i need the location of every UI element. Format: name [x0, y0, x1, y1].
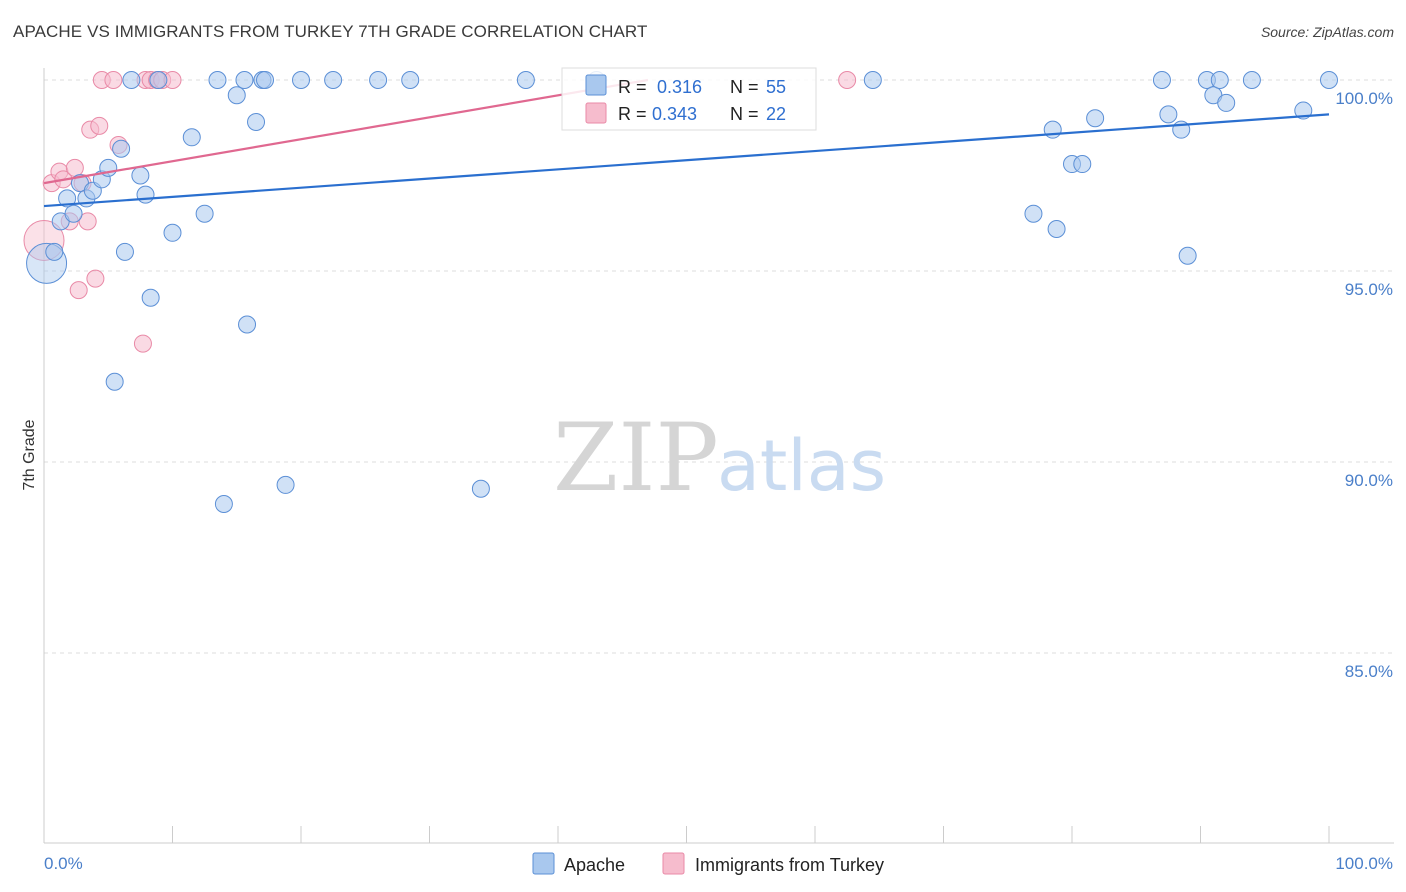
apache-point: [1047, 219, 1066, 238]
grid-lines: [44, 79, 1394, 654]
apache-point: [401, 71, 420, 89]
apache-point: [235, 71, 254, 89]
turkey-point: [69, 281, 88, 300]
apache-point: [195, 204, 214, 223]
apache-point: [256, 71, 275, 89]
apache-point: [863, 71, 882, 89]
apache-point: [1073, 155, 1092, 174]
apache-point: [1217, 93, 1236, 112]
apache-point: [58, 189, 77, 208]
turkey-point: [78, 212, 97, 231]
legend-n-label-turkey: N =: [730, 104, 759, 124]
apache-point: [238, 315, 257, 334]
apache-point: [1159, 105, 1178, 124]
y-tick-label: 90.0%: [1345, 471, 1393, 490]
apache-point: [136, 185, 155, 204]
apache-point: [182, 128, 201, 147]
chart-title: APACHE VS IMMIGRANTS FROM TURKEY 7TH GRA…: [13, 22, 648, 41]
apache-point: [105, 372, 124, 391]
apache-point: [276, 475, 295, 494]
apache-point: [227, 86, 246, 105]
apache-point: [324, 71, 343, 89]
stats-legend: R = 0.316 N = 55 R = 0.343 N = 22: [561, 67, 817, 131]
watermark-atlas: atlas: [717, 425, 886, 507]
turkey-point: [65, 158, 84, 177]
legend-swatch-apache: [585, 74, 607, 96]
apache-point: [1178, 246, 1197, 265]
y-tick-labels: 85.0% 90.0% 95.0% 100.0%: [1335, 89, 1393, 681]
series-legend-swatch-apache: [532, 852, 555, 875]
x-ticks: [43, 826, 1330, 843]
apache-point: [1242, 71, 1261, 89]
apache-point: [1024, 204, 1043, 223]
apache-point: [112, 139, 131, 158]
legend-r-label-turkey: R =: [618, 104, 647, 124]
legend-n-value-turkey: 22: [766, 104, 786, 124]
turkey-point: [90, 116, 109, 135]
series-legend-label-turkey: Immigrants from Turkey: [695, 855, 884, 875]
apache-point: [247, 113, 266, 132]
series-legend-swatch-turkey: [662, 852, 685, 875]
x-tick-label-min: 0.0%: [44, 854, 83, 873]
series-apache-points: [26, 71, 1338, 514]
trend-lines: [43, 78, 1330, 208]
apache-point: [214, 495, 233, 514]
apache-point: [208, 71, 227, 89]
apache-point: [471, 479, 490, 498]
turkey-point: [133, 334, 152, 353]
trend-line-turkey: [43, 78, 649, 185]
turkey-point: [104, 71, 123, 89]
legend-r-value-apache: 0.316: [657, 77, 702, 97]
apache-point: [141, 288, 160, 307]
watermark: ZIP atlas: [553, 404, 886, 513]
turkey-point: [838, 71, 857, 89]
series-legend: Apache Immigrants from Turkey: [532, 852, 884, 875]
y-tick-label: 100.0%: [1335, 89, 1393, 108]
apache-point: [516, 71, 535, 89]
x-tick-label-max: 100.0%: [1335, 854, 1393, 873]
legend-n-label-apache: N =: [730, 77, 759, 97]
apache-point: [369, 71, 388, 89]
apache-point: [1086, 109, 1105, 128]
apache-point: [1210, 71, 1229, 89]
source-credit: Source: ZipAtlas.com: [1260, 24, 1394, 40]
apache-point: [122, 71, 141, 89]
legend-r-value-turkey: 0.343: [652, 104, 697, 124]
legend-swatch-turkey: [585, 102, 607, 124]
trend-line-apache: [43, 113, 1330, 208]
y-axis-label: 7th Grade: [21, 419, 38, 490]
apache-point: [131, 166, 150, 185]
y-tick-label: 95.0%: [1345, 280, 1393, 299]
series-legend-label-apache: Apache: [564, 855, 625, 875]
apache-point: [149, 71, 168, 89]
y-tick-label: 85.0%: [1345, 662, 1393, 681]
apache-point: [163, 223, 182, 242]
apache-point: [45, 242, 64, 261]
apache-point: [64, 204, 83, 223]
apache-point: [115, 242, 134, 261]
legend-n-value-apache: 55: [766, 77, 786, 97]
axes: [43, 68, 1394, 844]
apache-point: [292, 71, 310, 89]
turkey-point: [86, 269, 105, 288]
legend-r-label-apache: R =: [618, 77, 647, 97]
apache-point: [1152, 71, 1171, 89]
watermark-zip: ZIP: [553, 404, 719, 513]
apache-point: [1320, 71, 1338, 89]
